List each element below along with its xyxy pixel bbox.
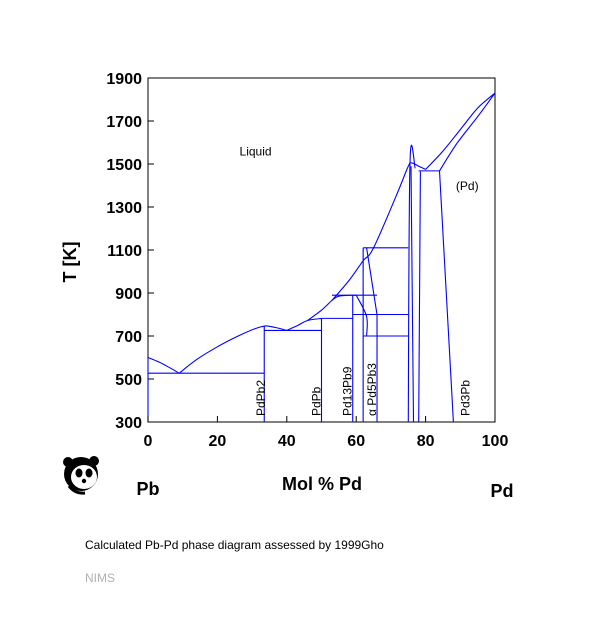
source-label: NIMS [85, 571, 115, 585]
x-tick-label: 40 [278, 433, 296, 450]
y-axis-label: T [K] [60, 242, 80, 283]
phase-label: PdPb [309, 386, 323, 416]
phase-boundaries [147, 92, 496, 423]
element-right-label: Pd [490, 481, 513, 501]
y-tick-label: 1300 [106, 200, 142, 217]
y-tick-label: 1100 [107, 243, 142, 260]
region-label: Liquid [240, 144, 272, 158]
panda-logo [63, 456, 99, 495]
y-tick-label: 1900 [106, 71, 142, 88]
phase-label: Pd3Pb [459, 380, 473, 416]
phase-label: PdPb2 [254, 380, 268, 416]
y-tick-label: 500 [115, 372, 142, 389]
phase-boundary-curve [439, 92, 496, 172]
phase-label: Pd13Pb9 [341, 366, 355, 416]
phase-boundary-curve [286, 317, 322, 331]
phase-boundary-curve [307, 294, 357, 321]
x-tick-label: 100 [482, 433, 509, 450]
y-tick-label: 1500 [106, 157, 142, 174]
element-left-label: Pb [136, 479, 159, 499]
phase-boundary-curve [407, 144, 416, 423]
phase-boundary-curve [366, 247, 378, 315]
phase-boundary-curve [355, 294, 368, 337]
phase-boundary-curve [331, 162, 426, 301]
y-tick-label: 700 [115, 329, 142, 346]
x-tick-label: 20 [209, 433, 227, 450]
x-tick-label: 80 [417, 433, 435, 450]
y-tick-label: 1700 [106, 114, 142, 131]
y-tick-label: 300 [115, 415, 142, 432]
phase-boundary-curve [425, 92, 496, 170]
phase-boundary-curve [438, 170, 454, 423]
axis-ticks: 300 500 700 900 1100 1300 1500 1700 1900 0 20 40 60 8… [106, 71, 508, 450]
phase-labels: PdPb2 PdPb Pd13Pb9 α Pd5Pb3 Pd3Pb [254, 363, 473, 416]
phase-boundary-curve [418, 171, 421, 423]
region-label: (Pd) [456, 179, 479, 193]
phase-boundary-curve [147, 356, 180, 374]
region-labels: Liquid (Pd) [240, 144, 479, 192]
phase-label: α Pd5Pb3 [365, 363, 379, 416]
x-tick-label: 60 [347, 433, 365, 450]
y-tick-label: 900 [115, 286, 142, 303]
figure-caption: Calculated Pb-Pd phase diagram assessed … [85, 538, 384, 552]
x-axis-label: Mol % Pd [282, 474, 362, 494]
phase-boundary-curve [410, 166, 415, 423]
phase-boundary-curve [178, 325, 287, 374]
x-tick-label: 0 [144, 433, 153, 450]
